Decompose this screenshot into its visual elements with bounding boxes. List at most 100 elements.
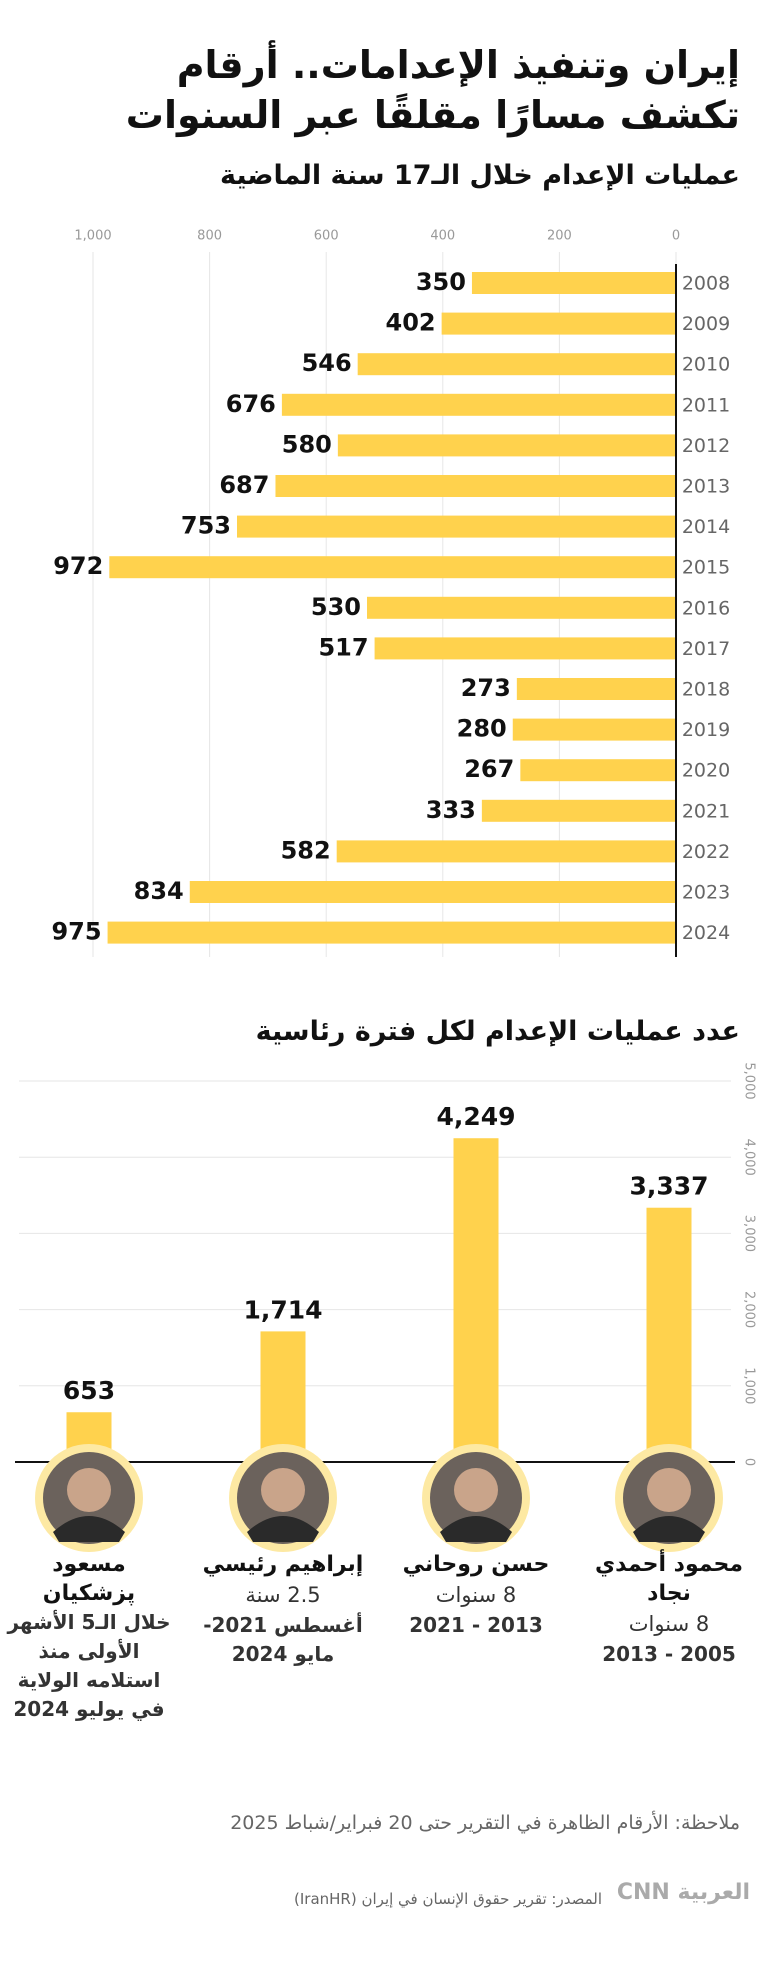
x-tick-label: 1,000 <box>74 229 111 244</box>
y-tick-label: 2,000 <box>742 1291 757 1328</box>
x-tick-label: 800 <box>197 229 222 244</box>
y-tick-label: 4,000 <box>742 1139 757 1176</box>
value-label: 530 <box>311 593 361 621</box>
period-dates: خلال الـ5 الأشهر الأولى منذ استلامه الول… <box>7 1610 171 1721</box>
bar <box>357 353 676 376</box>
x-tick-label: محمود أحمدي نجاد <box>595 1552 743 1606</box>
y-tick-label: 2014 <box>682 516 730 538</box>
x-tick-label: 400 <box>430 229 455 244</box>
period-dates: 2005 - 2013 <box>602 1642 736 1666</box>
y-tick-label: 2017 <box>682 638 730 660</box>
y-tick-label: 2015 <box>682 557 730 579</box>
source: المصدر: تقرير حقوق الإنسان في إيران (Ira… <box>294 1890 602 1908</box>
bar <box>512 718 676 741</box>
x-tick-label: 0 <box>672 229 680 244</box>
value-label: 972 <box>53 552 103 580</box>
y-tick-label: 2022 <box>682 841 730 863</box>
value-label: 546 <box>302 349 352 377</box>
photo-face <box>647 1468 691 1512</box>
label-group: حسن روحاني 8 سنوات 2013 - 2021 <box>391 1550 561 1640</box>
bar <box>520 759 676 782</box>
value-label: 3,337 <box>629 1172 708 1201</box>
note: ملاحظة: الأرقام الظاهرة في التقرير حتى 2… <box>230 1812 740 1834</box>
label-group: مسعود پزشكيان خلال الـ5 الأشهر الأولى منذ… <box>4 1550 174 1724</box>
chart-title: عمليات الإعدام خلال الـ17 سنة الماضية <box>220 160 740 191</box>
period-duration: 8 سنوات <box>628 1612 710 1636</box>
value-label: 517 <box>318 633 368 661</box>
bar <box>367 596 676 619</box>
photo-body <box>247 1516 319 1542</box>
bar <box>516 678 676 700</box>
bar <box>275 475 676 497</box>
bar <box>109 556 677 579</box>
photo-face <box>454 1468 498 1512</box>
value-label: 280 <box>457 715 507 743</box>
photo-face <box>67 1468 111 1512</box>
label-group: إبراهيم رئيسي 2.5 سنة أغسطس 2021- مايو 202… <box>198 1550 368 1669</box>
bar <box>337 434 676 457</box>
value-label: 582 <box>281 836 331 864</box>
y-tick-label: 2010 <box>682 354 730 376</box>
y-tick-label: 5,000 <box>742 1062 757 1099</box>
value-label: 1,714 <box>243 1295 322 1324</box>
period-duration: 2.5 سنة <box>245 1583 321 1607</box>
y-tick-label: 0 <box>742 1458 757 1466</box>
value-label: 975 <box>51 918 101 946</box>
value-label: 580 <box>282 430 332 458</box>
x-tick-label: إبراهيم رئيسي <box>202 1552 364 1577</box>
value-label: 834 <box>134 877 184 905</box>
value-label: 753 <box>181 512 231 540</box>
bar <box>453 1138 499 1462</box>
y-tick-label: 2024 <box>682 922 730 944</box>
x-tick-label: حسن روحاني <box>402 1552 550 1577</box>
bar <box>471 272 676 294</box>
bar <box>107 921 676 944</box>
label-group: محمود أحمدي نجاد 8 سنوات 2005 - 2013 <box>584 1550 754 1669</box>
chart-title: عدد عمليات الإعدام لكل فترة رئاسية <box>255 1016 740 1047</box>
bar <box>441 312 676 335</box>
photo-body <box>53 1516 125 1542</box>
bar <box>646 1207 692 1462</box>
bar <box>237 515 676 538</box>
y-tick-label: 2011 <box>682 394 730 416</box>
bar <box>189 881 676 903</box>
value-label: 653 <box>63 1376 115 1405</box>
bar <box>260 1331 306 1462</box>
x-tick-label: 200 <box>547 229 572 244</box>
y-tick-label: 2020 <box>682 760 730 782</box>
value-label: 350 <box>416 268 466 296</box>
page-title: إيران وتنفيذ الإعدامات.. أرقام تكشف مسار… <box>125 43 740 137</box>
y-tick-label: 2013 <box>682 476 730 498</box>
value-label: 267 <box>464 755 514 783</box>
period-duration: 8 سنوات <box>435 1583 517 1607</box>
logo: العربية CNN <box>616 1880 750 1905</box>
period-dates: 2013 - 2021 <box>409 1613 543 1637</box>
y-tick-label: 2009 <box>682 313 730 335</box>
y-tick-label: 1,000 <box>742 1367 757 1404</box>
y-tick-label: 2018 <box>682 679 730 701</box>
value-label: 273 <box>461 674 511 702</box>
y-tick-label: 2008 <box>682 273 730 295</box>
bar <box>336 840 676 863</box>
y-tick-label: 2019 <box>682 719 730 741</box>
photo-face <box>261 1468 305 1512</box>
period-dates: أغسطس 2021- مايو 2024 <box>203 1613 363 1666</box>
y-tick-label: 2021 <box>682 800 730 822</box>
value-label: 333 <box>426 796 476 824</box>
y-tick-label: 2016 <box>682 597 730 619</box>
y-tick-label: 3,000 <box>742 1215 757 1252</box>
bar <box>481 799 676 822</box>
photo-body <box>440 1516 512 1542</box>
value-label: 402 <box>386 309 436 337</box>
x-tick-label: 600 <box>314 229 339 244</box>
value-label: 687 <box>219 471 269 499</box>
photo-body <box>633 1516 705 1542</box>
y-tick-label: 2023 <box>682 882 730 904</box>
value-label: 4,249 <box>436 1102 515 1131</box>
x-tick-label: مسعود پزشكيان <box>42 1552 136 1606</box>
bar <box>374 637 676 660</box>
bar <box>281 393 676 416</box>
y-tick-label: 2012 <box>682 435 730 457</box>
